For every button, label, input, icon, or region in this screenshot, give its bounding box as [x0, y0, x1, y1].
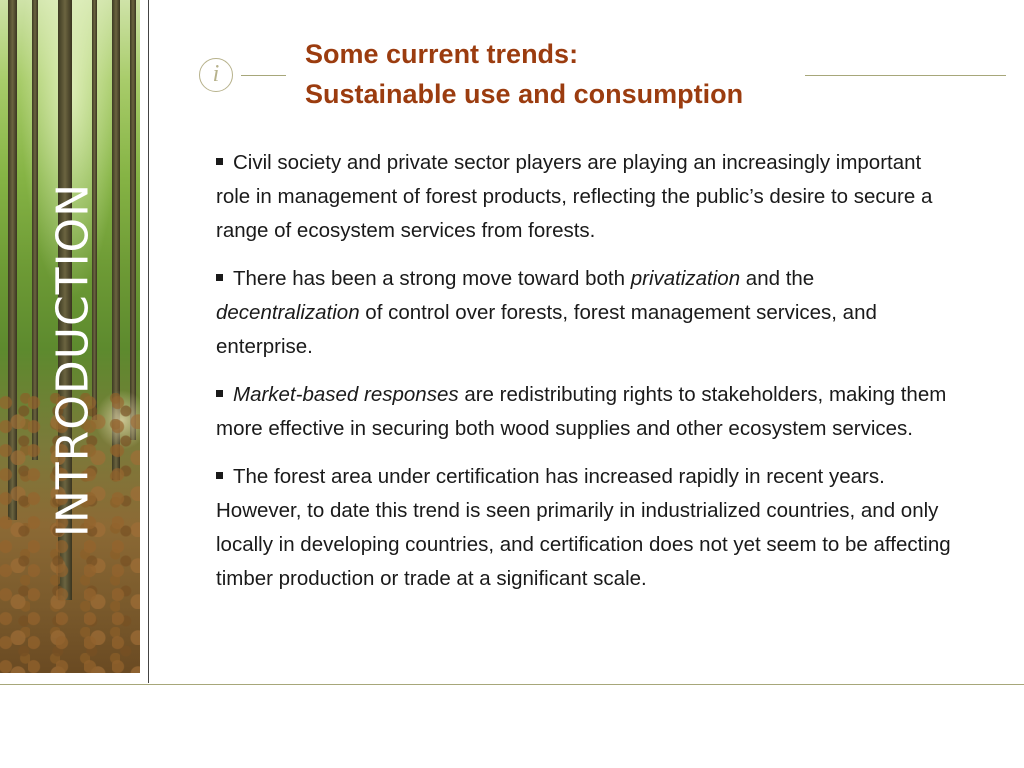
vertical-divider — [148, 0, 149, 683]
list-item: There has been a strong move toward both… — [216, 267, 877, 358]
list-item: Civil society and private sector players… — [216, 151, 933, 242]
list-item: Market-based responses are redistributin… — [216, 383, 947, 440]
list-item: The forest area under certification has … — [216, 465, 951, 590]
bullet-square-icon — [216, 472, 223, 479]
title-line-1: Some current trends: — [305, 39, 579, 69]
info-icon: i — [199, 58, 233, 92]
bottom-divider — [0, 684, 1024, 685]
bullet-list: Civil society and private sector players… — [216, 146, 956, 610]
bullet-square-icon — [216, 390, 223, 397]
forest-photo: INTRODUCTION — [0, 0, 140, 673]
title-rule-right — [805, 75, 1006, 76]
title-line-2: Sustainable use and consumption — [305, 79, 744, 109]
title-rule-left — [241, 75, 286, 76]
bullet-square-icon — [216, 274, 223, 281]
bullet-square-icon — [216, 158, 223, 165]
page-title: Some current trends: Sustainable use and… — [305, 34, 743, 114]
section-label: INTRODUCTION — [47, 182, 99, 538]
